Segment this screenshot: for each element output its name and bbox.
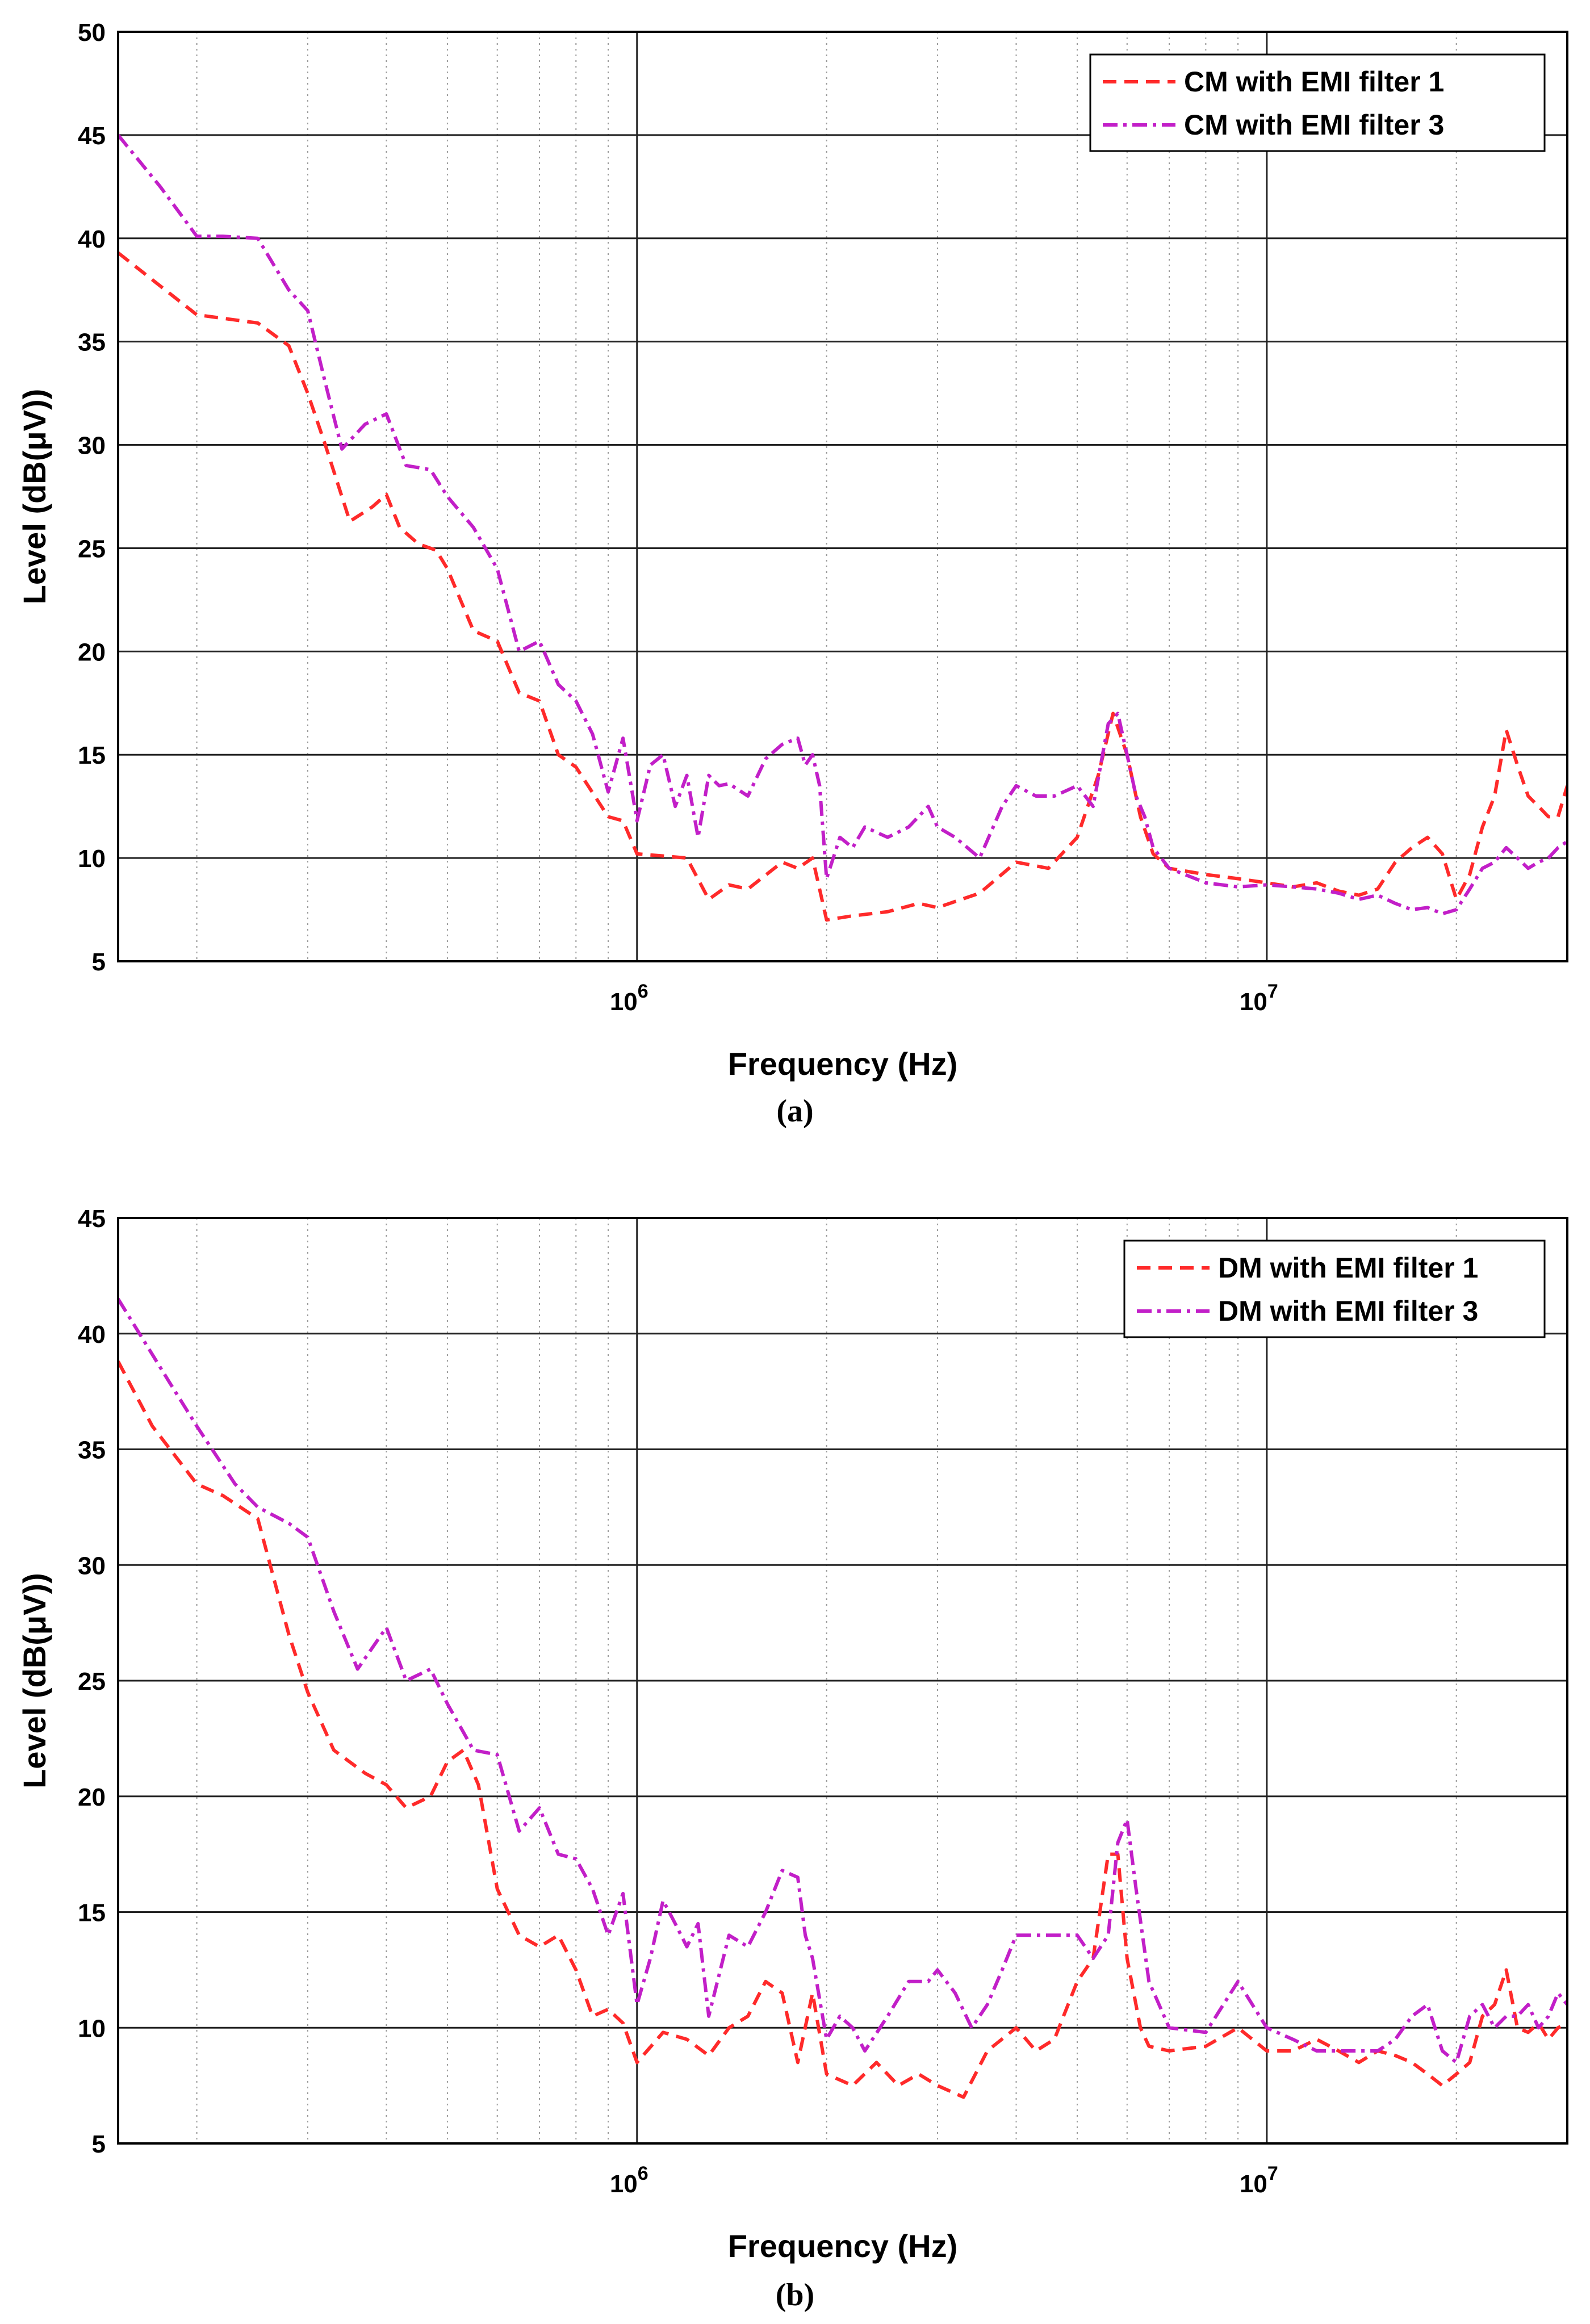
y-tick-label: 10 <box>78 2015 106 2042</box>
series-line-filter-1 <box>118 251 1567 922</box>
x-tick-label: 106 <box>610 2163 648 2198</box>
legend-label: DM with EMI filter 3 <box>1218 1295 1478 1327</box>
y-tick-label: 45 <box>78 1205 106 1233</box>
plot-area <box>118 32 1567 961</box>
x-tick-label: 107 <box>1240 981 1278 1016</box>
legend-label: CM with EMI filter 3 <box>1184 109 1444 141</box>
y-axis-title: Level (dB(μV)) <box>16 1573 52 1789</box>
legend: CM with EMI filter 1 CM with EMI filter 3 <box>1089 53 1546 152</box>
legend: DM with EMI filter 1 DM with EMI filter 3 <box>1123 1240 1546 1338</box>
y-tick-label: 45 <box>78 122 106 150</box>
legend-label: DM with EMI filter 1 <box>1218 1252 1478 1284</box>
series-line-filter-1 <box>118 1360 1567 2099</box>
x-axis-title: Frequency (Hz) <box>728 1046 958 1082</box>
legend-box <box>1089 53 1546 152</box>
x-axis-title: Frequency (Hz) <box>728 2228 958 2264</box>
x-tick-label: 106 <box>610 981 648 1016</box>
y-tick-label: 5 <box>92 2130 106 2158</box>
axes-frame <box>117 1217 1568 2145</box>
legend-box <box>1123 1240 1546 1338</box>
minor-gridlines <box>196 1218 1457 2143</box>
y-tick-label: 30 <box>78 1552 106 1580</box>
y-tick-label: 25 <box>78 1668 106 1695</box>
panel-label: (b) <box>776 2277 814 2313</box>
y-tick-label: 40 <box>78 1321 106 1349</box>
series-lines <box>118 1298 1567 2099</box>
chart-panel-a: 5 10 15 20 25 30 35 40 45 50 106 107 Frequency (Hz) L… <box>16 19 1568 1129</box>
y-tick-label: 10 <box>78 845 106 873</box>
y-tick-label: 15 <box>78 1899 106 1927</box>
y-tick-label: 30 <box>78 432 106 460</box>
panel-label: (a) <box>776 1094 813 1129</box>
legend-label: CM with EMI filter 1 <box>1184 66 1444 98</box>
y-tick-label: 20 <box>78 1783 106 1811</box>
y-tick-label: 20 <box>78 638 106 666</box>
chart-panel-b: 5 10 15 20 25 30 35 40 45 106 107 Frequency (Hz) Lev… <box>16 1205 1568 2313</box>
y-tick-label: 50 <box>78 19 106 47</box>
series-line-filter-3 <box>118 1298 1567 2065</box>
y-tick-label: 35 <box>78 1437 106 1464</box>
series-line-filter-3 <box>118 134 1567 916</box>
axes-frame <box>117 31 1568 962</box>
y-tick-label: 15 <box>78 742 106 769</box>
y-tick-label: 35 <box>78 329 106 357</box>
y-tick-label: 5 <box>92 948 106 976</box>
series-lines <box>118 134 1567 922</box>
y-tick-label: 25 <box>78 535 106 563</box>
y-axis-title: Level (dB(μV)) <box>16 389 52 605</box>
y-tick-label: 40 <box>78 225 106 253</box>
minor-gridlines <box>196 32 1457 961</box>
x-tick-label: 107 <box>1240 2163 1278 2198</box>
